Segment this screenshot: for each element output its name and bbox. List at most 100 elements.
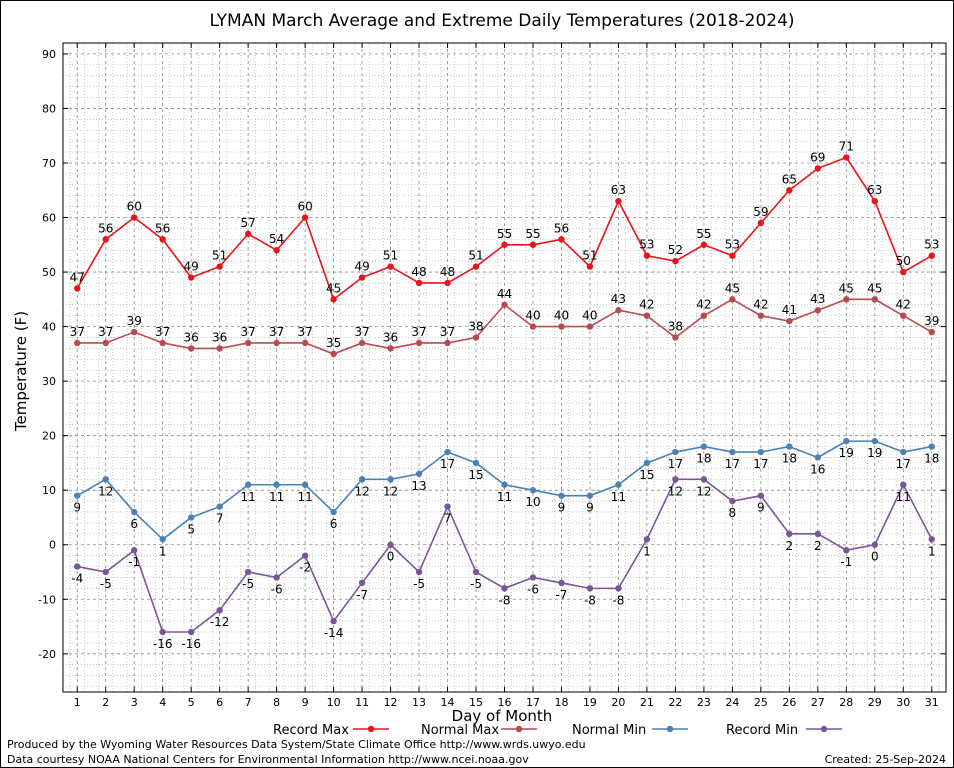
y-axis-label: Temperature (F): [12, 311, 30, 432]
data-point: [74, 492, 81, 499]
x-tick-label: 23: [697, 696, 711, 709]
data-label: 45: [867, 281, 882, 295]
data-point: [529, 241, 537, 248]
data-label: 42: [639, 298, 654, 312]
legend-swatch-marker: [515, 725, 523, 733]
data-label: -7: [356, 588, 368, 602]
data-label: 9: [586, 501, 594, 515]
data-label: 37: [70, 325, 85, 339]
y-tick-label: 10: [42, 484, 56, 497]
legend-label: Record Max: [273, 723, 349, 738]
x-tick-label: 26: [782, 696, 796, 709]
data-label: 49: [354, 260, 369, 274]
data-label: 6: [330, 517, 338, 531]
data-label: 40: [525, 309, 540, 323]
data-label: 9: [558, 501, 566, 515]
grid: [63, 42, 946, 692]
data-point: [558, 579, 565, 587]
data-point: [415, 279, 423, 287]
data-point: [358, 339, 366, 347]
data-point: [301, 481, 309, 488]
data-point: [928, 536, 935, 543]
data-point: [74, 285, 81, 292]
data-point: [472, 263, 480, 270]
data-point: [102, 476, 109, 483]
x-tick-label: 8: [273, 696, 280, 709]
data-point: [586, 263, 594, 270]
data-label: 9: [757, 501, 765, 515]
data-point: [786, 317, 793, 325]
data-label: 8: [729, 506, 737, 520]
data-point: [586, 492, 594, 499]
data-label: 19: [839, 446, 854, 460]
x-tick-label: 19: [583, 696, 597, 709]
data-label: 11: [611, 490, 626, 504]
data-label: 2: [786, 539, 794, 553]
data-point: [187, 345, 195, 352]
data-label: 1: [159, 544, 167, 558]
data-label: 35: [326, 336, 341, 350]
data-label: 16: [810, 462, 825, 476]
data-label: 45: [725, 281, 740, 295]
data-label: 45: [326, 281, 341, 295]
data-point: [843, 547, 850, 554]
data-point: [900, 268, 907, 276]
data-point: [786, 187, 793, 194]
data-label: -16: [153, 637, 173, 651]
data-point: [615, 197, 622, 205]
y-tick-label: 0: [49, 539, 56, 552]
data-label: 39: [127, 314, 142, 328]
data-point: [273, 247, 280, 254]
series-record-min: -4 -5-1-16 -16-12-5 -6-2-14-70-57-5-8-6 -7 -8…: [71, 476, 936, 651]
data-label: -2: [299, 561, 311, 575]
x-tick-label: 30: [896, 696, 910, 709]
x-tick-label: 3: [131, 696, 138, 709]
data-label: 19: [867, 446, 882, 460]
data-label: 36: [184, 330, 199, 344]
x-tick-label: 16: [498, 696, 512, 709]
data-label: 12: [383, 484, 398, 498]
data-label: 18: [924, 452, 939, 466]
y-tick-label: 60: [42, 212, 56, 225]
data-point: [74, 339, 81, 347]
data-point: [843, 296, 850, 303]
legend-item-normal-max: Normal Max: [421, 723, 537, 738]
data-label: 11: [297, 490, 312, 504]
data-label: 18: [696, 452, 711, 466]
y-tick-label: 40: [42, 321, 56, 334]
data-label: 11: [896, 490, 911, 504]
footer-created: Created: 25-Sep-2024: [824, 753, 946, 766]
data-point: [330, 296, 337, 303]
data-label: 51: [212, 249, 227, 263]
data-point: [757, 492, 765, 499]
data-label: -5: [100, 577, 112, 591]
data-label: 17: [440, 457, 455, 471]
data-point: [757, 448, 765, 456]
data-point: [814, 165, 822, 172]
data-point: [273, 481, 280, 488]
data-point: [358, 579, 366, 587]
data-label: 38: [468, 320, 483, 334]
y-tick-label: 50: [42, 266, 56, 279]
data-point: [757, 312, 765, 319]
x-tick-label: 15: [469, 696, 483, 709]
data-label: 69: [810, 150, 825, 164]
x-tick-label: 10: [327, 696, 341, 709]
data-point: [216, 606, 223, 614]
x-tick-label: 9: [302, 696, 309, 709]
data-point: [558, 236, 565, 243]
data-label: 1: [928, 544, 936, 558]
data-label: 17: [896, 457, 911, 471]
legend-item-normal-min: Normal Min: [572, 723, 688, 738]
x-tick-label: 11: [355, 696, 369, 709]
data-point: [301, 552, 309, 559]
x-tick-label: 25: [754, 696, 768, 709]
data-point: [387, 541, 394, 548]
data-point: [529, 574, 537, 581]
legend-label: Normal Min: [572, 723, 646, 738]
data-label: -16: [181, 637, 201, 651]
data-label: 12: [354, 484, 369, 498]
